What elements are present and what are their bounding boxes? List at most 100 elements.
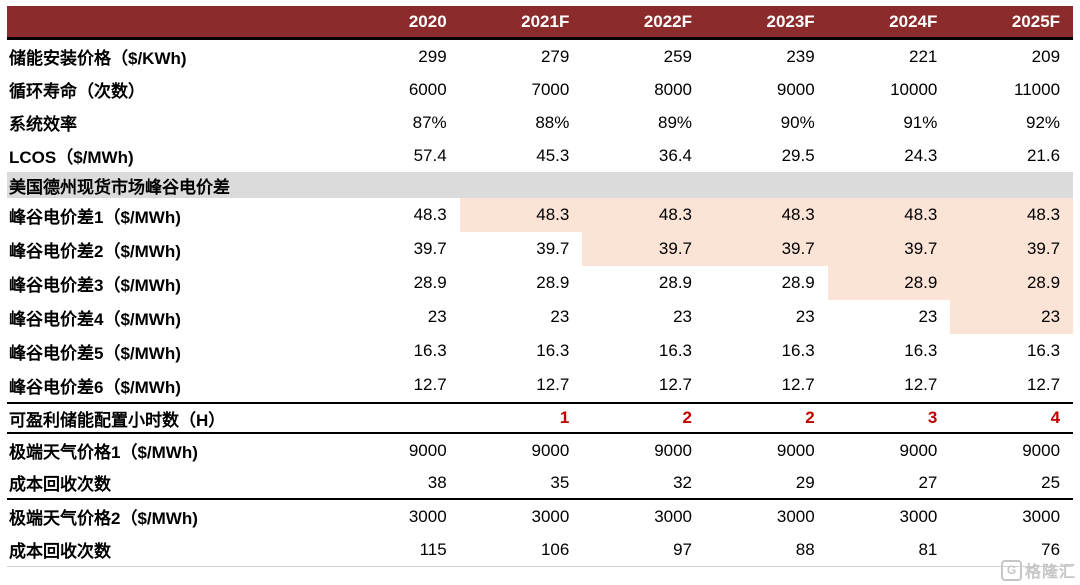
- row-label: 成本回收次数: [9, 542, 111, 561]
- value-cell: 10000: [890, 79, 938, 99]
- value-cell: 3000: [654, 506, 693, 526]
- value-cell: 32: [673, 472, 693, 492]
- value-cell: 28.9: [827, 266, 951, 300]
- value-cell: 12.7: [904, 375, 938, 394]
- value-cell: [337, 404, 460, 432]
- table-row: 峰谷电价差3（$/MWh) 28.9 28.9 28.9 28.9 28.9 28.9: [7, 266, 1074, 300]
- value-cell: 89%: [657, 112, 693, 132]
- value-cell: 3: [927, 408, 938, 427]
- value-cell: 81: [918, 539, 938, 559]
- table-row: 峰谷电价差1（$/MWh) 48.3 48.3 48.3 48.3 48.3 48.3: [7, 198, 1074, 232]
- value-cell: 24.3: [904, 145, 938, 165]
- header-cell-2022f: 2022F: [643, 11, 693, 31]
- value-cell: 23: [950, 300, 1074, 334]
- value-cell: 3000: [899, 506, 938, 526]
- value-cell: 28.9: [658, 273, 693, 292]
- value-cell: 48.3: [413, 205, 447, 224]
- value-cell: 3000: [776, 506, 815, 526]
- value-cell: 12.7: [658, 375, 693, 394]
- value-cell: 7000: [531, 79, 570, 99]
- value-cell: 209: [1031, 46, 1061, 66]
- value-cell: 45.3: [536, 145, 570, 165]
- row-label: 峰谷电价差3（$/MWh): [9, 275, 181, 295]
- row-label: 成本回收次数: [9, 475, 111, 494]
- value-cell: 39.7: [582, 232, 706, 266]
- header-cell-2024f: 2024F: [889, 11, 938, 31]
- value-cell: 16.3: [904, 341, 938, 360]
- value-cell: 12.7: [536, 375, 570, 394]
- watermark-text: 格隆汇: [1024, 564, 1076, 581]
- value-cell: 9000: [531, 440, 570, 460]
- data-table: 2020 2021F 2022F 2023F 2024F 2025F 储能安装价…: [7, 6, 1074, 567]
- table-row: LCOS（$/MWh) 57.4 45.3 36.4 29.5 24.3 21.6: [7, 139, 1073, 172]
- value-cell: 6000: [408, 79, 447, 99]
- value-cell: 48.3: [459, 198, 583, 232]
- value-cell: 279: [540, 46, 570, 66]
- value-cell: 39.7: [413, 239, 447, 258]
- value-cell: 23: [918, 307, 938, 326]
- row-label: 峰谷电价差1（$/MWh): [9, 207, 181, 227]
- value-cell: 239: [786, 46, 815, 66]
- table-row: 峰谷电价差2（$/MWh) 39.7 39.7 39.7 39.7 39.7 39.7: [7, 232, 1074, 266]
- table-row: 储能安装价格（$/KWh) 299 279 259 239 221 209: [7, 40, 1073, 73]
- value-cell: 21.6: [1026, 145, 1061, 165]
- value-cell: 9000: [776, 79, 815, 99]
- value-cell: 35: [550, 472, 570, 492]
- row-label: 可盈利储能配置小时数（H）: [9, 410, 226, 430]
- value-cell: 12.7: [1026, 375, 1061, 394]
- gelonghui-logo-icon: G: [1000, 559, 1022, 581]
- table-rows: 储能安装价格（$/KWh) 299 279 259 239 221 209 循环寿命（次数） 6…: [7, 40, 1074, 566]
- value-cell: 88: [795, 539, 815, 559]
- row-label: 极端天气价格1（$/MWh): [9, 443, 198, 462]
- value-cell: 87%: [412, 112, 447, 132]
- value-cell: 91%: [903, 112, 938, 132]
- value-cell: 90%: [780, 112, 815, 132]
- header-cell-2021f: 2021F: [521, 11, 570, 31]
- value-cell: 16.3: [413, 341, 447, 360]
- value-cell: 48.3: [950, 198, 1074, 232]
- table-row: 峰谷电价差5（$/MWh) 16.3 16.3 16.3 16.3 16.3 16.3: [7, 334, 1073, 368]
- value-cell: 48.3: [705, 198, 828, 232]
- row-label: LCOS（$/MWh): [9, 148, 134, 167]
- value-cell: 39.7: [950, 232, 1074, 266]
- value-cell: 4: [1050, 408, 1061, 427]
- value-cell: 28.9: [950, 266, 1074, 300]
- table-row: 循环寿命（次数） 6000 7000 8000 9000 10000 11000: [7, 73, 1073, 106]
- value-cell: 23: [795, 307, 815, 326]
- value-cell: 2: [682, 408, 693, 427]
- value-cell: 115: [419, 539, 447, 559]
- value-cell: 221: [908, 46, 938, 66]
- value-cell: 28.9: [413, 273, 447, 292]
- table-row: 峰谷电价差4（$/MWh) 23 23 23 23 23 23: [7, 300, 1074, 334]
- row-label: 系统效率: [9, 115, 77, 134]
- table-header-row: 2020 2021F 2022F 2023F 2024F 2025F: [7, 6, 1073, 40]
- row-label: 峰谷电价差4（$/MWh): [9, 309, 181, 329]
- header-cell-2023f: 2023F: [766, 11, 815, 31]
- section-header-row: 美国德州现货市场峰谷电价差: [7, 172, 1073, 198]
- value-cell: 16.3: [536, 341, 570, 360]
- table-row: 成本回收次数 38 35 32 29 27 25: [7, 467, 1073, 500]
- value-cell: 39.7: [536, 239, 570, 258]
- row-label: 循环寿命（次数）: [9, 82, 145, 101]
- value-cell: 23: [550, 307, 570, 326]
- value-cell: 16.3: [658, 341, 693, 360]
- value-cell: 23: [427, 307, 447, 326]
- value-cell: 76: [1041, 539, 1061, 559]
- value-cell: 9000: [408, 440, 447, 460]
- value-cell: 9000: [776, 440, 815, 460]
- table-row: 可盈利储能配置小时数（H） 1 2 2 3 4: [7, 402, 1073, 434]
- header-cell-2020: 2020: [408, 11, 447, 31]
- value-cell: 97: [673, 539, 693, 559]
- value-cell: 36.4: [658, 145, 693, 165]
- value-cell: 12.7: [781, 375, 815, 394]
- value-cell: 259: [663, 46, 693, 66]
- value-cell: 23: [673, 307, 693, 326]
- value-cell: 3000: [1022, 506, 1061, 526]
- value-cell: 39.7: [705, 232, 828, 266]
- header-cell-2025f: 2025F: [1011, 11, 1061, 31]
- value-cell: 88%: [535, 112, 570, 132]
- watermark: G 格隆汇: [1000, 558, 1076, 582]
- table-row: 成本回收次数 115 106 97 88 81 76: [7, 533, 1073, 566]
- value-cell: 9000: [1022, 440, 1061, 460]
- row-label: 极端天气价格2（$/MWh): [9, 509, 198, 528]
